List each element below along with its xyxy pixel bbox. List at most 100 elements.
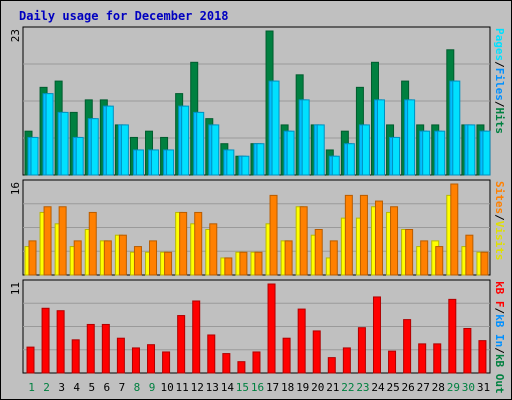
bar-sites: [224, 257, 233, 276]
bar-kbytes: [41, 307, 50, 374]
bar-sites: [118, 234, 127, 276]
panel-top-legend-item: Pages: [493, 28, 506, 61]
bar-pages: [151, 149, 160, 176]
bar-sites: [390, 206, 399, 276]
bar-kbytes: [372, 296, 381, 374]
bar-kbytes: [418, 343, 427, 374]
bar-pages: [376, 99, 385, 176]
bar-sites: [164, 251, 173, 276]
bar-kbytes: [222, 353, 231, 374]
bar-sites: [179, 211, 188, 276]
day-label: 16: [251, 381, 264, 394]
bar-sites: [209, 223, 218, 276]
panel-top-legend: Pages/Files/Hits: [493, 28, 506, 134]
bar-pages: [90, 118, 99, 176]
bar-sites: [254, 251, 263, 276]
day-label: 21: [326, 381, 339, 394]
bar-kbytes: [131, 347, 140, 374]
bar-pages: [437, 130, 446, 176]
bar-pages: [256, 143, 265, 176]
day-label: 12: [191, 381, 204, 394]
day-label: 19: [296, 381, 309, 394]
bar-sites: [299, 206, 308, 276]
panel-middle-legend-item: Sites: [493, 181, 506, 214]
panel-top-legend-item: Files: [493, 68, 506, 101]
panel-middle-max-label: 16: [9, 182, 22, 195]
bar-sites: [329, 240, 338, 276]
day-label: 31: [477, 381, 490, 394]
bar-pages: [211, 124, 220, 176]
panel-bottom-legend-item: kB Out: [493, 354, 506, 394]
bar-sites: [374, 200, 383, 276]
bar-sites: [88, 211, 97, 276]
day-label: 18: [281, 381, 294, 394]
bar-sites: [435, 246, 444, 276]
panel-top: 23 Pages/Files/Hits: [9, 26, 506, 176]
bar-kbytes: [357, 327, 366, 374]
day-label: 4: [73, 381, 80, 394]
day-label: 20: [311, 381, 324, 394]
day-label: 30: [462, 381, 475, 394]
bar-kbytes: [26, 346, 35, 374]
bar-pages: [271, 80, 280, 176]
bar-kbytes: [463, 328, 472, 374]
bar-sites: [344, 194, 353, 276]
bar-kbytes: [237, 361, 246, 374]
bar-sites: [58, 206, 67, 276]
bar-kbytes: [86, 323, 95, 374]
day-label: 6: [104, 381, 111, 394]
bar-pages: [196, 111, 205, 176]
bar-kbytes: [252, 351, 261, 374]
bar-sites: [43, 206, 52, 276]
panel-top-legend-item: /: [493, 61, 506, 68]
bar-pages: [361, 124, 370, 176]
day-label: 8: [134, 381, 141, 394]
panel-middle-legend-item: /: [493, 214, 506, 221]
bar-pages: [45, 93, 54, 176]
day-label: 22: [341, 381, 354, 394]
bar-kbytes: [177, 315, 186, 374]
day-label: 1: [28, 381, 35, 394]
day-label: 11: [176, 381, 189, 394]
bar-pages: [120, 124, 129, 176]
bar-sites: [269, 194, 278, 276]
bar-kbytes: [56, 310, 65, 374]
panel-bottom-max-label: 11: [9, 282, 22, 295]
bar-kbytes: [282, 337, 291, 374]
bar-sites: [420, 240, 429, 276]
bar-kbytes: [403, 319, 412, 374]
panel-middle: 16 Sites/Visits: [9, 179, 506, 276]
day-labels: 1 2 3 4 5 6 7 8 9 10 11 12 13 14 15 16 17 18 19 20 21 22 23 24 2…: [28, 381, 490, 394]
bar-kbytes: [388, 350, 397, 374]
bar-kbytes: [207, 334, 216, 374]
bar-pages: [60, 111, 69, 176]
bar-pages: [482, 130, 491, 176]
chart-title: Daily usage for December 2018: [19, 9, 229, 23]
day-label: 10: [160, 381, 173, 394]
bar-pages: [452, 80, 461, 176]
day-label: 7: [119, 381, 126, 394]
panel-top-legend-item: /: [493, 101, 506, 108]
day-label: 29: [447, 381, 460, 394]
bar-pages: [346, 143, 355, 176]
bar-sites: [480, 251, 489, 276]
bar-pages: [105, 105, 114, 176]
bar-pages: [392, 136, 401, 176]
bar-pages: [30, 136, 39, 176]
bar-kbytes: [478, 340, 487, 374]
bar-sites: [73, 240, 82, 276]
bar-sites: [194, 211, 203, 276]
bar-sites: [149, 240, 158, 276]
day-label: 2: [43, 381, 50, 394]
bar-sites: [359, 194, 368, 276]
day-label: 9: [149, 381, 156, 394]
bar-sites: [28, 240, 37, 276]
day-label: 5: [88, 381, 95, 394]
bar-pages: [407, 99, 416, 176]
bar-sites: [284, 240, 293, 276]
panel-bottom-legend: kB F/kB In/kB Out: [493, 281, 506, 394]
panel-top-legend-item: Hits: [493, 108, 506, 135]
bar-pages: [301, 99, 310, 176]
